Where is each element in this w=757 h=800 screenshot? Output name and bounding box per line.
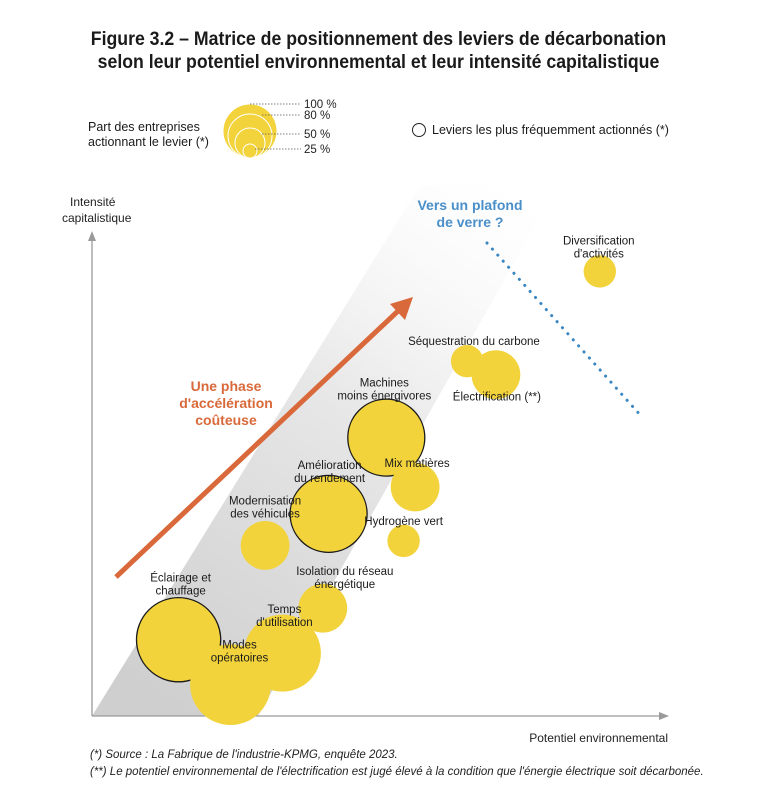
bubble-4 bbox=[240, 521, 290, 570]
ring-legend-label: Leviers les plus fréquemment actionnés (… bbox=[432, 123, 669, 137]
bubble-label-4-2: des véhicules bbox=[230, 508, 300, 520]
glass-ceiling-line bbox=[485, 241, 644, 419]
size-tick-50: 50 % bbox=[304, 129, 330, 141]
size-legend-25 bbox=[242, 143, 258, 159]
bubble-label-3-2: énergétique bbox=[314, 579, 375, 591]
y-axis-label: Intensité bbox=[70, 195, 116, 209]
bubble-label-5-2: du rendement bbox=[294, 473, 366, 485]
bubble-label-6-1: Machines bbox=[360, 378, 409, 390]
bubble-label-2-2: d'utilisation bbox=[256, 617, 313, 629]
bubble-label-7: Mix matières bbox=[385, 458, 450, 470]
bubble-label-4-1: Modernisation bbox=[229, 495, 301, 507]
size-tick-100: 100 % bbox=[304, 99, 337, 111]
footnote-electrification: (**) Le potentiel environnemental de l'é… bbox=[90, 766, 704, 778]
bubble-layer bbox=[135, 255, 616, 725]
figure-title: Figure 3.2 – Matrice de positionnement d… bbox=[26, 28, 730, 74]
phase-annotation-1: Une phase bbox=[191, 378, 262, 394]
bubble-label-2-1: Temps bbox=[267, 604, 301, 616]
size-tick-80: 80 % bbox=[304, 110, 330, 122]
bubble-label-3-1: Isolation du réseau bbox=[296, 566, 393, 578]
size-tick-25: 25 % bbox=[304, 144, 330, 156]
bubble-label-8: Hydrogène vert bbox=[364, 516, 443, 528]
bubble-label-5-1: Amélioration bbox=[298, 460, 362, 472]
bubble-label-0-1: Éclairage et bbox=[150, 572, 212, 585]
bubble-label-9: Séquestration du carbone bbox=[408, 336, 540, 348]
bubble-2 bbox=[243, 614, 321, 692]
y-axis-arrow bbox=[88, 231, 96, 241]
title-line-2: selon leur potentiel environnemental et … bbox=[97, 52, 660, 73]
footnote-source: (*) Source : La Fabrique de l'industrie-… bbox=[90, 749, 398, 761]
title-line-1: Figure 3.2 – Matrice de positionnement d… bbox=[90, 29, 667, 50]
bubble-label-6-2: moins énergivores bbox=[337, 391, 431, 403]
bubble-8 bbox=[387, 524, 420, 558]
diagonal-band bbox=[92, 185, 558, 716]
axes bbox=[88, 231, 669, 720]
size-legend-label: Part des entreprises actionnant le levie… bbox=[88, 120, 209, 149]
bubble-label-10: Électrification (**) bbox=[453, 391, 541, 404]
ceiling-annotation-2: de verre ? bbox=[437, 214, 504, 230]
bubble-label-0-2: chauffage bbox=[155, 586, 205, 598]
x-axis-label: Potentiel environnemental bbox=[529, 731, 668, 745]
y-axis-label-2: capitalistique bbox=[62, 211, 132, 225]
ring-legend-icon bbox=[412, 123, 426, 137]
bubble-5 bbox=[289, 474, 368, 554]
phase-annotation-3: coûteuse bbox=[195, 412, 257, 428]
bubble-6 bbox=[347, 398, 426, 477]
bubble-label-1-2: opératoires bbox=[211, 653, 269, 665]
bubble-3 bbox=[298, 583, 348, 633]
bubble-label-1-1: Modes bbox=[222, 640, 257, 652]
bubble-11 bbox=[583, 255, 616, 288]
acceleration-arrow bbox=[114, 297, 413, 579]
ceiling-annotation-1: Vers un plafond bbox=[417, 197, 522, 213]
ring-legend: Leviers les plus fréquemment actionnés (… bbox=[412, 123, 669, 137]
x-axis-arrow bbox=[659, 712, 669, 720]
phase-annotation-2: d'accélération bbox=[179, 395, 273, 411]
bubble-10 bbox=[471, 350, 521, 400]
bubble-7 bbox=[390, 462, 440, 512]
bubble-label-11-1: Diversification bbox=[563, 235, 635, 247]
size-legend: 100 % 80 % 50 % 25 % bbox=[222, 99, 337, 159]
bubble-label-11-2: d'activités bbox=[574, 248, 624, 260]
